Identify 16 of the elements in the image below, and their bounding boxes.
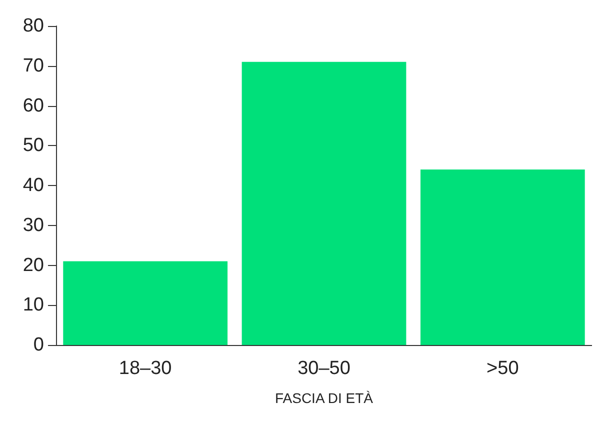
y-tick-label: 10 <box>22 294 44 316</box>
y-tick-label: 70 <box>22 55 44 76</box>
bar <box>242 62 406 345</box>
x-tick-label: >50 <box>486 358 519 379</box>
x-tick-label: 30–50 <box>298 358 350 379</box>
bar <box>420 170 585 345</box>
y-tick-label: 60 <box>22 95 44 116</box>
y-tick-label: 20 <box>22 254 44 276</box>
y-tick-label: 80 <box>22 16 44 36</box>
y-tick-label: 40 <box>22 175 44 196</box>
x-tick-label: 18–30 <box>118 358 172 379</box>
y-tick-label: 30 <box>22 214 44 236</box>
bar <box>63 261 228 345</box>
y-tick-label: 0 <box>33 334 44 356</box>
x-axis-title: FASCIA DI ETÀ <box>274 390 374 406</box>
y-tick-label: 50 <box>22 135 44 156</box>
